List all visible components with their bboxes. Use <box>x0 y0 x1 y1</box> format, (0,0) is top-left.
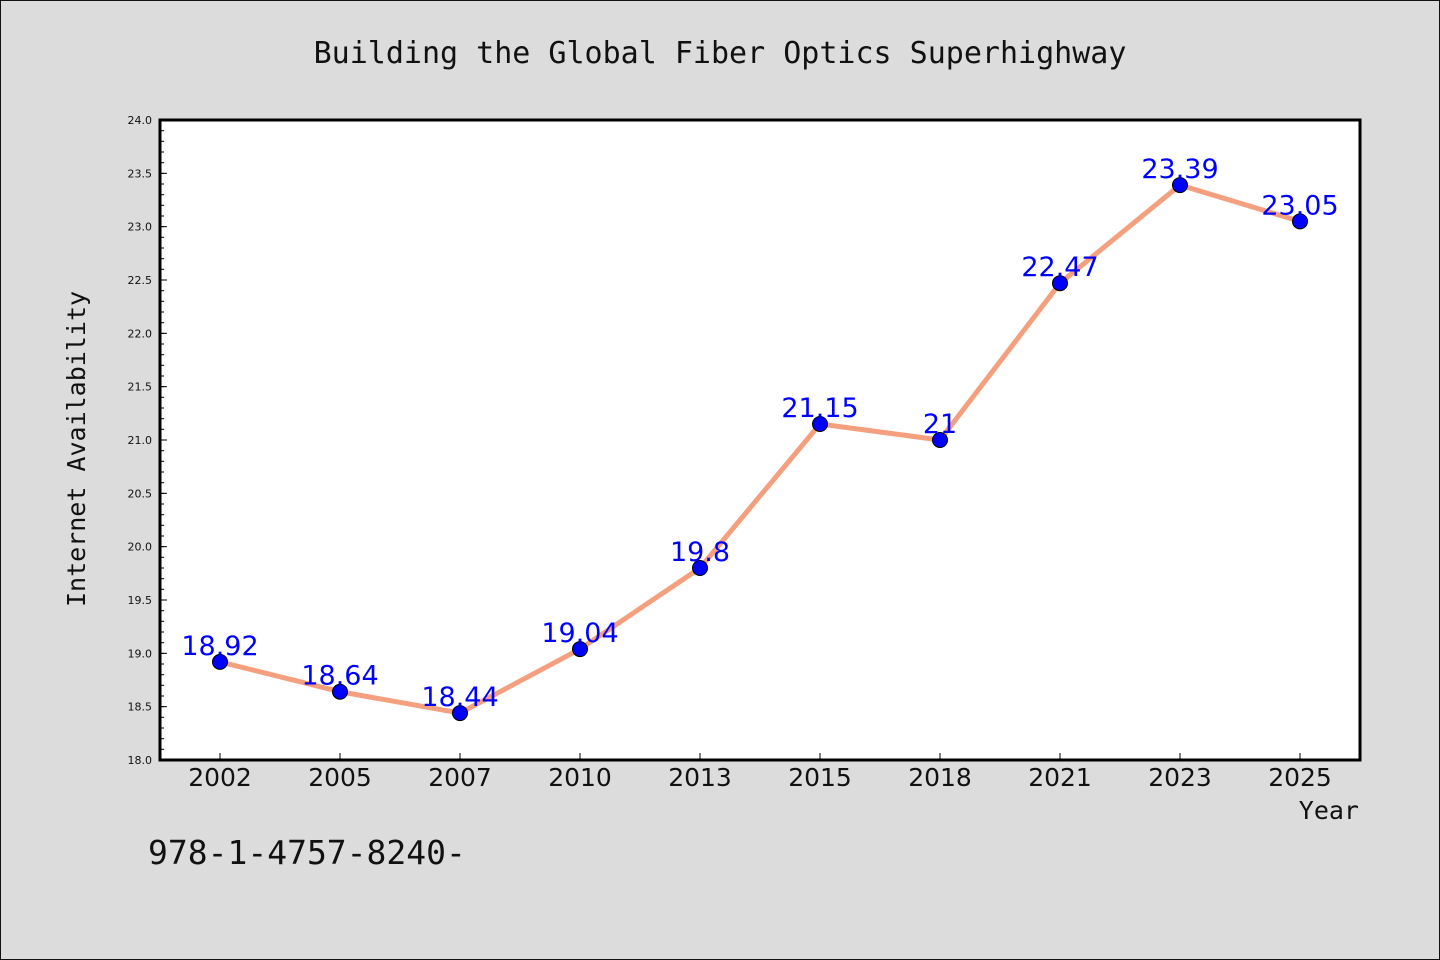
x-tick-label: 2013 <box>668 763 732 792</box>
y-tick-label: 24.0 <box>128 114 153 127</box>
y-tick-label: 20.0 <box>128 541 153 554</box>
y-tick-label: 21.5 <box>128 381 153 394</box>
data-point <box>932 432 948 448</box>
y-tick-label: 18.0 <box>128 754 153 767</box>
x-axis-label: Year <box>1299 796 1359 825</box>
data-label: 21.15 <box>781 393 858 424</box>
x-axis-ticks: 2002 2005 2007 2010 2013 2015 2018 2021 2023 2025 <box>188 753 1332 792</box>
y-tick-label: 23.0 <box>128 221 153 234</box>
x-tick-label: 2021 <box>1028 763 1092 792</box>
x-tick-label: 2007 <box>428 763 492 792</box>
x-tick-label: 2015 <box>788 763 852 792</box>
chart-title: Building the Global Fiber Optics Superhi… <box>314 36 1127 71</box>
data-label: 19.04 <box>541 618 618 649</box>
x-tick-label: 2018 <box>908 763 972 792</box>
data-point <box>452 705 468 722</box>
data-label: 23.05 <box>1261 190 1338 221</box>
isbn-text: 978-1-4757-8240- <box>148 833 466 872</box>
data-label: 18.92 <box>181 631 258 662</box>
x-tick-label: 2002 <box>188 763 252 792</box>
data-label: 18.64 <box>301 661 378 692</box>
data-label: 19.8 <box>670 537 730 568</box>
plot-frame <box>158 118 1362 762</box>
x-tick-label: 2023 <box>1148 763 1212 792</box>
data-point <box>692 560 708 576</box>
data-label: 21 <box>923 409 957 440</box>
y-axis-label: Internet Availability <box>62 291 91 607</box>
data-label: 23.39 <box>1141 154 1218 185</box>
x-tick-label: 2005 <box>308 763 372 792</box>
data-point <box>212 653 228 670</box>
y-tick-label: 19.0 <box>128 647 153 660</box>
series-line <box>217 182 1303 716</box>
y-axis-ticks: 18.0 18.5 19.0 19.5 20.0 20.5 21.0 21.5 22.0 22.5… <box>128 114 167 767</box>
y-tick-label: 18.5 <box>128 701 153 714</box>
y-tick-label: 21.0 <box>128 434 153 447</box>
data-point <box>1292 213 1308 230</box>
y-tick-label: 22.0 <box>128 327 153 340</box>
data-point <box>332 683 348 700</box>
data-points <box>212 177 1308 722</box>
y-tick-label: 20.5 <box>128 487 153 500</box>
y-tick-label: 23.5 <box>128 167 153 180</box>
data-labels: 18.92 18.64 18.44 19.04 19.8 21.15 21 22.47 23.3… <box>181 154 1338 713</box>
data-point <box>572 641 588 658</box>
data-label: 18.44 <box>421 682 498 713</box>
y-tick-label: 19.5 <box>128 594 153 607</box>
x-tick-label: 2010 <box>548 763 612 792</box>
data-label: 22.47 <box>1021 252 1098 283</box>
x-tick-label: 2025 <box>1268 763 1332 792</box>
plot-area <box>160 120 1360 760</box>
data-point <box>1052 275 1068 292</box>
data-point <box>1172 177 1188 194</box>
y-tick-label: 22.5 <box>128 274 153 287</box>
data-point <box>812 416 828 432</box>
